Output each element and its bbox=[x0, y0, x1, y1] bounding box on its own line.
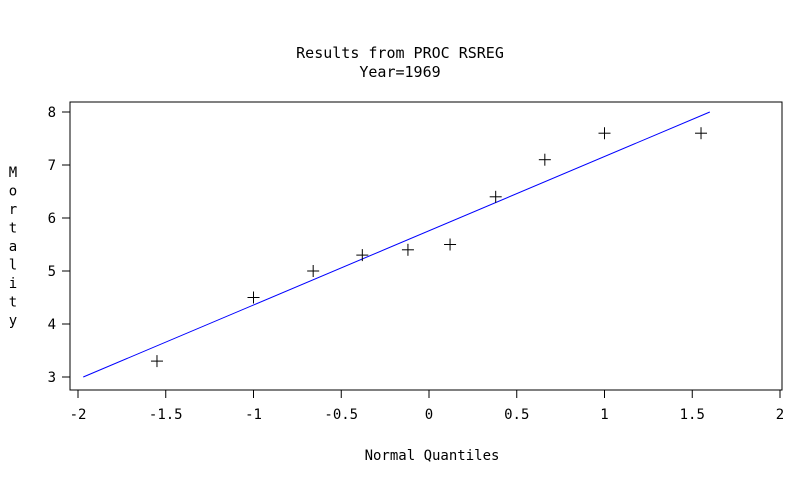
y-axis-label-letter: t bbox=[9, 221, 17, 237]
x-tick-label: -2 bbox=[70, 407, 87, 423]
fit-line bbox=[83, 111, 710, 378]
data-point bbox=[444, 238, 457, 251]
y-tick-label: 6 bbox=[48, 211, 56, 227]
x-tick-label: 1.5 bbox=[680, 407, 705, 423]
data-points bbox=[150, 127, 708, 368]
data-point bbox=[150, 355, 163, 368]
y-axis-label-letter: M bbox=[9, 165, 17, 181]
x-axis-label: Normal Quantiles bbox=[365, 448, 500, 464]
data-point bbox=[598, 127, 611, 140]
y-tick-label: 3 bbox=[48, 370, 56, 386]
data-point bbox=[307, 265, 320, 277]
y-axis-ticks: 3 4 5 6 7 8 bbox=[48, 105, 70, 386]
y-axis-label-letter: r bbox=[9, 202, 17, 218]
plot-frame bbox=[69, 101, 783, 391]
y-axis-label-letter: l bbox=[9, 258, 17, 274]
chart-title: Results from PROC RSREG bbox=[296, 44, 504, 62]
y-axis-label-letter: a bbox=[9, 239, 17, 255]
x-tick-label: -1.5 bbox=[149, 407, 183, 423]
y-axis-label-letter: i bbox=[9, 276, 17, 292]
data-point bbox=[401, 243, 414, 256]
x-tick-label: -0.5 bbox=[324, 407, 358, 423]
y-tick-label: 7 bbox=[48, 158, 56, 174]
y-tick-label: 8 bbox=[48, 105, 56, 121]
data-point bbox=[538, 153, 551, 166]
x-axis-ticks: -2 -1.5 -1 -0.5 0 0.5 1 1.5 2 bbox=[70, 390, 784, 423]
data-point bbox=[247, 291, 260, 304]
data-point bbox=[489, 190, 502, 203]
chart-subtitle: Year=1969 bbox=[359, 63, 440, 81]
y-axis-label-letter: y bbox=[9, 313, 17, 329]
y-tick-label: 4 bbox=[48, 317, 56, 333]
y-axis-label-letter: o bbox=[9, 184, 17, 200]
x-tick-label: 2 bbox=[776, 407, 784, 423]
x-tick-label: -1 bbox=[245, 407, 262, 423]
y-axis-label-letter: t bbox=[9, 295, 17, 311]
y-tick-label: 5 bbox=[48, 264, 56, 280]
x-tick-label: 0.5 bbox=[504, 407, 529, 423]
x-tick-label: 1 bbox=[600, 407, 608, 423]
x-tick-label: 0 bbox=[425, 407, 433, 423]
data-point bbox=[356, 249, 369, 262]
data-point bbox=[695, 127, 708, 140]
